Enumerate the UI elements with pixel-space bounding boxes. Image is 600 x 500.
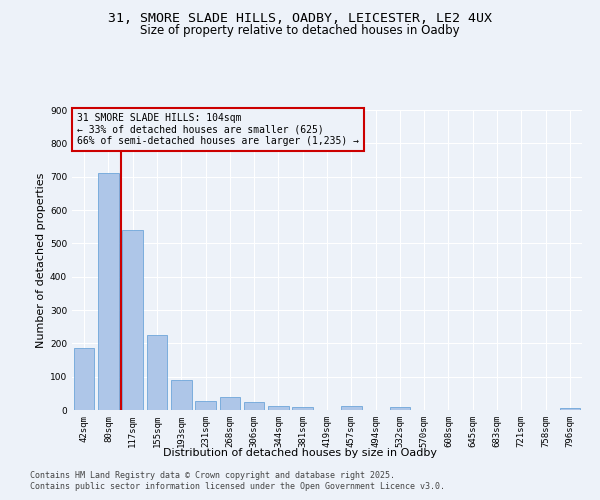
Bar [122,230,143,410]
Y-axis label: Number of detached properties: Number of detached properties [36,172,46,348]
Text: 31, SMORE SLADE HILLS, OADBY, LEICESTER, LE2 4UX: 31, SMORE SLADE HILLS, OADBY, LEICESTER,… [108,12,492,26]
Bar [146,335,167,410]
Bar [244,402,265,410]
Bar [268,406,289,410]
Bar [74,348,94,410]
Bar [98,174,119,410]
Bar [341,406,362,410]
Bar [560,408,580,410]
Bar [389,406,410,410]
Text: Contains HM Land Registry data © Crown copyright and database right 2025.: Contains HM Land Registry data © Crown c… [30,471,395,480]
Text: 31 SMORE SLADE HILLS: 104sqm
← 33% of detached houses are smaller (625)
66% of s: 31 SMORE SLADE HILLS: 104sqm ← 33% of de… [77,113,359,146]
Text: Size of property relative to detached houses in Oadby: Size of property relative to detached ho… [140,24,460,37]
Bar [195,400,216,410]
Bar [171,380,191,410]
Text: Contains public sector information licensed under the Open Government Licence v3: Contains public sector information licen… [30,482,445,491]
Bar [220,398,240,410]
Bar [292,406,313,410]
Text: Distribution of detached houses by size in Oadby: Distribution of detached houses by size … [163,448,437,458]
